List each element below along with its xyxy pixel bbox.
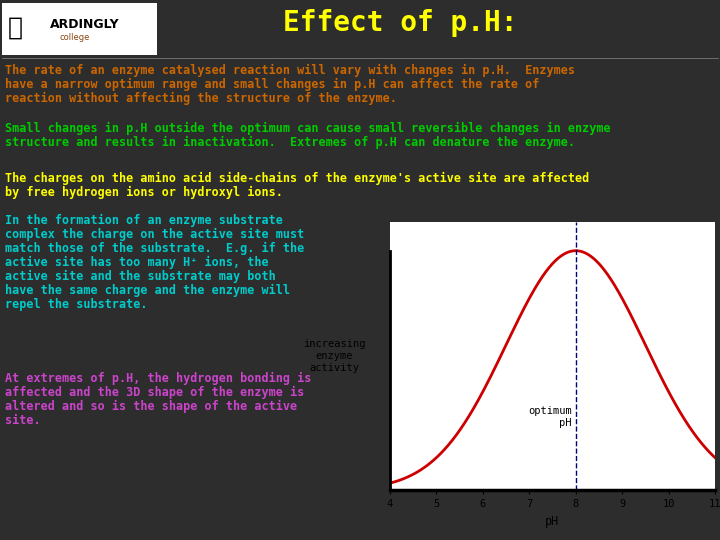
Text: site.: site. xyxy=(5,414,40,427)
Text: Effect of p.H:: Effect of p.H: xyxy=(283,9,517,37)
Text: The rate of an enzyme catalysed reaction will vary with changes in p.H.  Enzymes: The rate of an enzyme catalysed reaction… xyxy=(5,64,575,77)
Text: by free hydrogen ions or hydroxyl ions.: by free hydrogen ions or hydroxyl ions. xyxy=(5,186,283,199)
Text: match those of the substrate.  E.g. if the: match those of the substrate. E.g. if th… xyxy=(5,242,305,255)
Text: In the formation of an enzyme substrate: In the formation of an enzyme substrate xyxy=(5,214,283,227)
Text: complex the charge on the active site must: complex the charge on the active site mu… xyxy=(5,228,305,241)
Text: altered and so is the shape of the active: altered and so is the shape of the activ… xyxy=(5,400,297,413)
Y-axis label: increasing
enzyme
activity: increasing enzyme activity xyxy=(303,340,366,373)
Text: At extremes of p.H, the hydrogen bonding is: At extremes of p.H, the hydrogen bonding… xyxy=(5,372,311,385)
Text: Small changes in p.H outside the optimum can cause small reversible changes in e: Small changes in p.H outside the optimum… xyxy=(5,122,611,135)
Text: reaction without affecting the structure of the enzyme.: reaction without affecting the structure… xyxy=(5,92,397,105)
Text: 🦢: 🦢 xyxy=(8,16,23,40)
Text: have a narrow optimum range and small changes in p.H can affect the rate of: have a narrow optimum range and small ch… xyxy=(5,78,539,91)
Text: structure and results in inactivation.  Extremes of p.H can denature the enzyme.: structure and results in inactivation. E… xyxy=(5,136,575,149)
X-axis label: pH: pH xyxy=(545,515,559,528)
Text: optimum
pH: optimum pH xyxy=(528,406,572,428)
Text: have the same charge and the enzyme will: have the same charge and the enzyme will xyxy=(5,284,290,297)
Text: active site has too many H⁺ ions, the: active site has too many H⁺ ions, the xyxy=(5,256,269,269)
Text: affected and the 3D shape of the enzyme is: affected and the 3D shape of the enzyme … xyxy=(5,386,305,399)
Text: repel the substrate.: repel the substrate. xyxy=(5,298,148,311)
Text: The charges on the amino acid side-chains of the enzyme's active site are affect: The charges on the amino acid side-chain… xyxy=(5,172,589,185)
Text: active site and the substrate may both: active site and the substrate may both xyxy=(5,270,276,283)
Text: college: college xyxy=(60,33,91,43)
Text: ARDINGLY: ARDINGLY xyxy=(50,17,120,30)
FancyBboxPatch shape xyxy=(2,3,157,55)
